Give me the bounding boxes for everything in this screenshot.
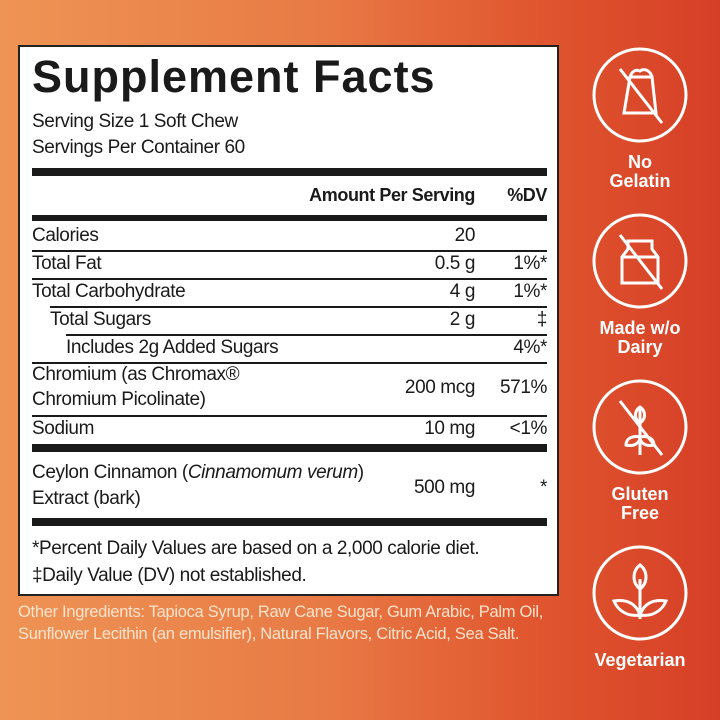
- serving-size: Serving Size 1 Soft Chew: [32, 111, 238, 132]
- row-amount: 20: [454, 225, 476, 246]
- footnote-not-established: ‡Daily Value (DV) not established.: [32, 565, 307, 586]
- badge-label: Gelatin: [609, 171, 671, 191]
- badge-label: Made w/o: [599, 318, 681, 338]
- no-dairy-icon: [592, 213, 688, 309]
- other-ingredients: Other Ingredients: Tapioca Syrup, Raw Ca…: [18, 603, 543, 643]
- row-dv: 1%*: [513, 281, 547, 302]
- badge-label: Free: [620, 503, 660, 523]
- divider: [32, 215, 547, 221]
- row-dv: ‡: [536, 309, 548, 330]
- badge-no-dairy: Made w/o Dairy: [590, 211, 690, 357]
- row-dv: 4%*: [513, 337, 547, 358]
- divider: [32, 168, 547, 176]
- badge-gluten-free: Gluten Free: [590, 377, 690, 523]
- col-dv-header: %DV: [507, 185, 547, 205]
- row-name-line1: Chromium (as Chromax®: [32, 364, 240, 385]
- row-name: Total Carbohydrate: [32, 281, 186, 302]
- servings-per-container: Servings Per Container 60: [32, 137, 245, 158]
- divider: [32, 250, 547, 252]
- row-name: Total Sugars: [50, 309, 151, 330]
- divider: [32, 415, 547, 417]
- name-prefix: Ceylon Cinnamon (: [32, 462, 188, 483]
- row-name: Includes 2g Added Sugars: [66, 337, 279, 358]
- panel-title: Supplement Facts: [32, 51, 436, 102]
- col-amount-header: Amount Per Serving: [309, 185, 475, 205]
- row-name-line2: Extract (bark): [32, 488, 141, 509]
- row-name-line1: Ceylon Cinnamon (Cinnamomum verum): [32, 462, 364, 484]
- gluten-free-icon: [592, 379, 688, 475]
- divider: [32, 362, 547, 364]
- divider: [32, 278, 547, 280]
- badge-label: Vegetarian: [594, 650, 686, 670]
- badge-label: Dairy: [617, 337, 663, 357]
- row-dv: 571%: [500, 377, 547, 398]
- row-name: Calories: [32, 225, 99, 246]
- badge-vegetarian: Vegetarian: [590, 543, 690, 670]
- divider: [50, 306, 547, 308]
- badge-no-gelatin: No Gelatin: [590, 45, 690, 191]
- row-name-line2: Chromium Picolinate): [32, 389, 206, 410]
- row-name: Total Fat: [32, 253, 102, 274]
- vegetarian-icon: [592, 545, 688, 641]
- divider: [32, 444, 547, 452]
- row-amount: 4 g: [449, 281, 476, 302]
- name-suffix: ): [357, 462, 364, 483]
- row-amount: 10 mg: [424, 418, 475, 439]
- row-dv: *: [540, 477, 547, 498]
- row-dv: <1%: [509, 418, 548, 439]
- supplement-facts-panel: Supplement Facts Serving Size 1 Soft Che…: [18, 45, 559, 596]
- badge-label: No: [628, 152, 652, 172]
- row-amount: 500 mg: [414, 477, 475, 498]
- row-name: Sodium: [32, 418, 95, 439]
- name-latin: Cinnamomum verum: [187, 462, 358, 483]
- divider: [66, 334, 547, 336]
- row-amount: 200 mcg: [404, 377, 475, 398]
- no-gelatin-icon: [592, 47, 688, 143]
- row-amount: 2 g: [449, 309, 476, 330]
- badge-label: Gluten: [611, 484, 669, 504]
- row-dv: 1%*: [513, 253, 547, 274]
- row-amount: 0.5 g: [434, 253, 476, 274]
- divider: [32, 518, 547, 526]
- footnote-dv: *Percent Daily Values are based on a 2,0…: [32, 538, 480, 559]
